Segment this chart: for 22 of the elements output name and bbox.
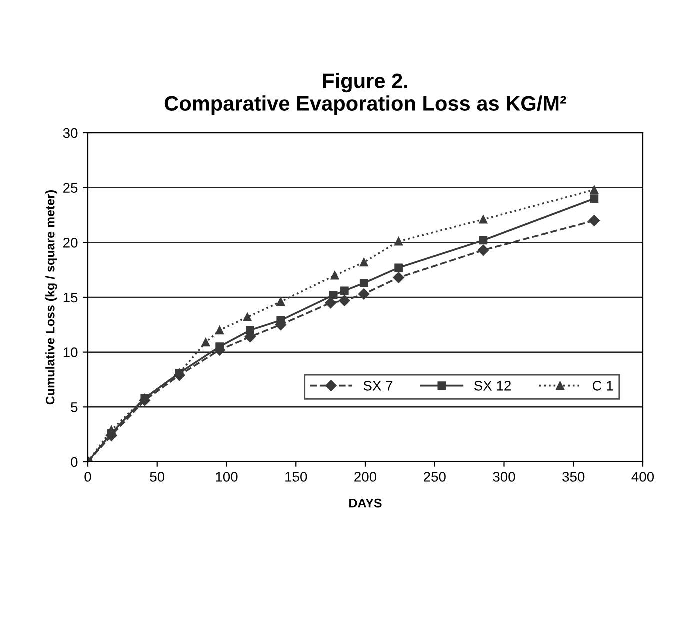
y-axis-title: Cumulative Loss (kg / square meter): [46, 190, 58, 405]
x-tick-label: 150: [286, 472, 308, 482]
y-tick-label: 20: [64, 238, 78, 248]
x-tick-label: 300: [493, 472, 516, 482]
x-tick-label: 0: [84, 472, 92, 482]
y-tick-label: 25: [64, 183, 78, 194]
y-tick-label: 15: [64, 292, 78, 303]
y-tick-label: 10: [64, 348, 78, 358]
chart-title: Figure 2. Comparative Evaporation Loss as KG/M²: [164, 73, 567, 116]
x-tick-label: 350: [562, 472, 585, 482]
legend-label: C 1: [592, 380, 614, 391]
x-tick-label: 400: [632, 472, 654, 482]
legend-label: SX 7: [364, 380, 393, 391]
x-tick-label: 250: [424, 472, 446, 482]
y-tick-label: 5: [71, 402, 78, 412]
y-tick-label: 30: [63, 128, 78, 138]
y-tick-label: 0: [71, 457, 78, 468]
x-axis-title: DAYS: [350, 498, 382, 508]
legend-label: SX 12: [474, 380, 511, 391]
x-tick-label: 50: [150, 472, 165, 482]
x-tick-label: 100: [216, 472, 238, 482]
x-tick-label: 200: [354, 472, 377, 482]
